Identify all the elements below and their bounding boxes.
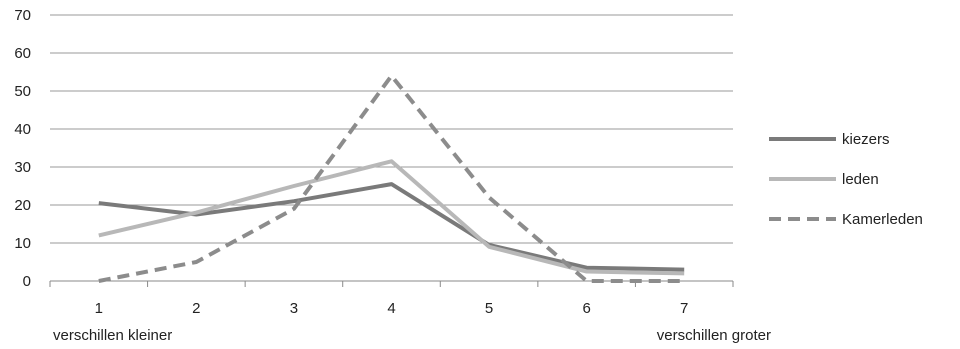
y-tick-label: 40 <box>14 121 31 138</box>
legend-label: leden <box>842 171 879 188</box>
y-tick-label: 50 <box>14 83 31 100</box>
legend-label: Kamerleden <box>842 211 923 228</box>
y-tick-label: 60 <box>14 45 31 62</box>
x-tick-labels: 1 2 3 4 5 6 7 <box>95 300 689 317</box>
x-tick-label: 1 <box>95 300 103 317</box>
series-lines <box>98 73 685 283</box>
y-tick-label: 0 <box>23 273 31 290</box>
x-tick-label: 5 <box>485 300 493 317</box>
y-tick-label: 20 <box>14 197 31 214</box>
x-tick-label: 3 <box>290 300 298 317</box>
series-line-leden <box>98 159 685 276</box>
y-axis: 0 10 20 30 40 50 60 70 <box>14 7 31 290</box>
x-note-right: verschillen groter <box>657 327 771 344</box>
grid <box>50 14 733 244</box>
x-note-left: verschillen kleiner <box>53 327 172 344</box>
legend: kiezers leden Kamerleden <box>769 131 923 228</box>
x-tick-label: 2 <box>192 300 200 317</box>
series-line-kiezers <box>98 182 685 272</box>
x-tick-label: 7 <box>680 300 688 317</box>
y-tick-label: 10 <box>14 235 31 252</box>
y-tick-label: 30 <box>14 159 31 176</box>
legend-label: kiezers <box>842 131 890 148</box>
x-tick-label: 6 <box>582 300 590 317</box>
series-line-kamerleden <box>98 73 685 283</box>
x-tick-label: 4 <box>387 300 395 317</box>
y-tick-label: 70 <box>14 7 31 24</box>
